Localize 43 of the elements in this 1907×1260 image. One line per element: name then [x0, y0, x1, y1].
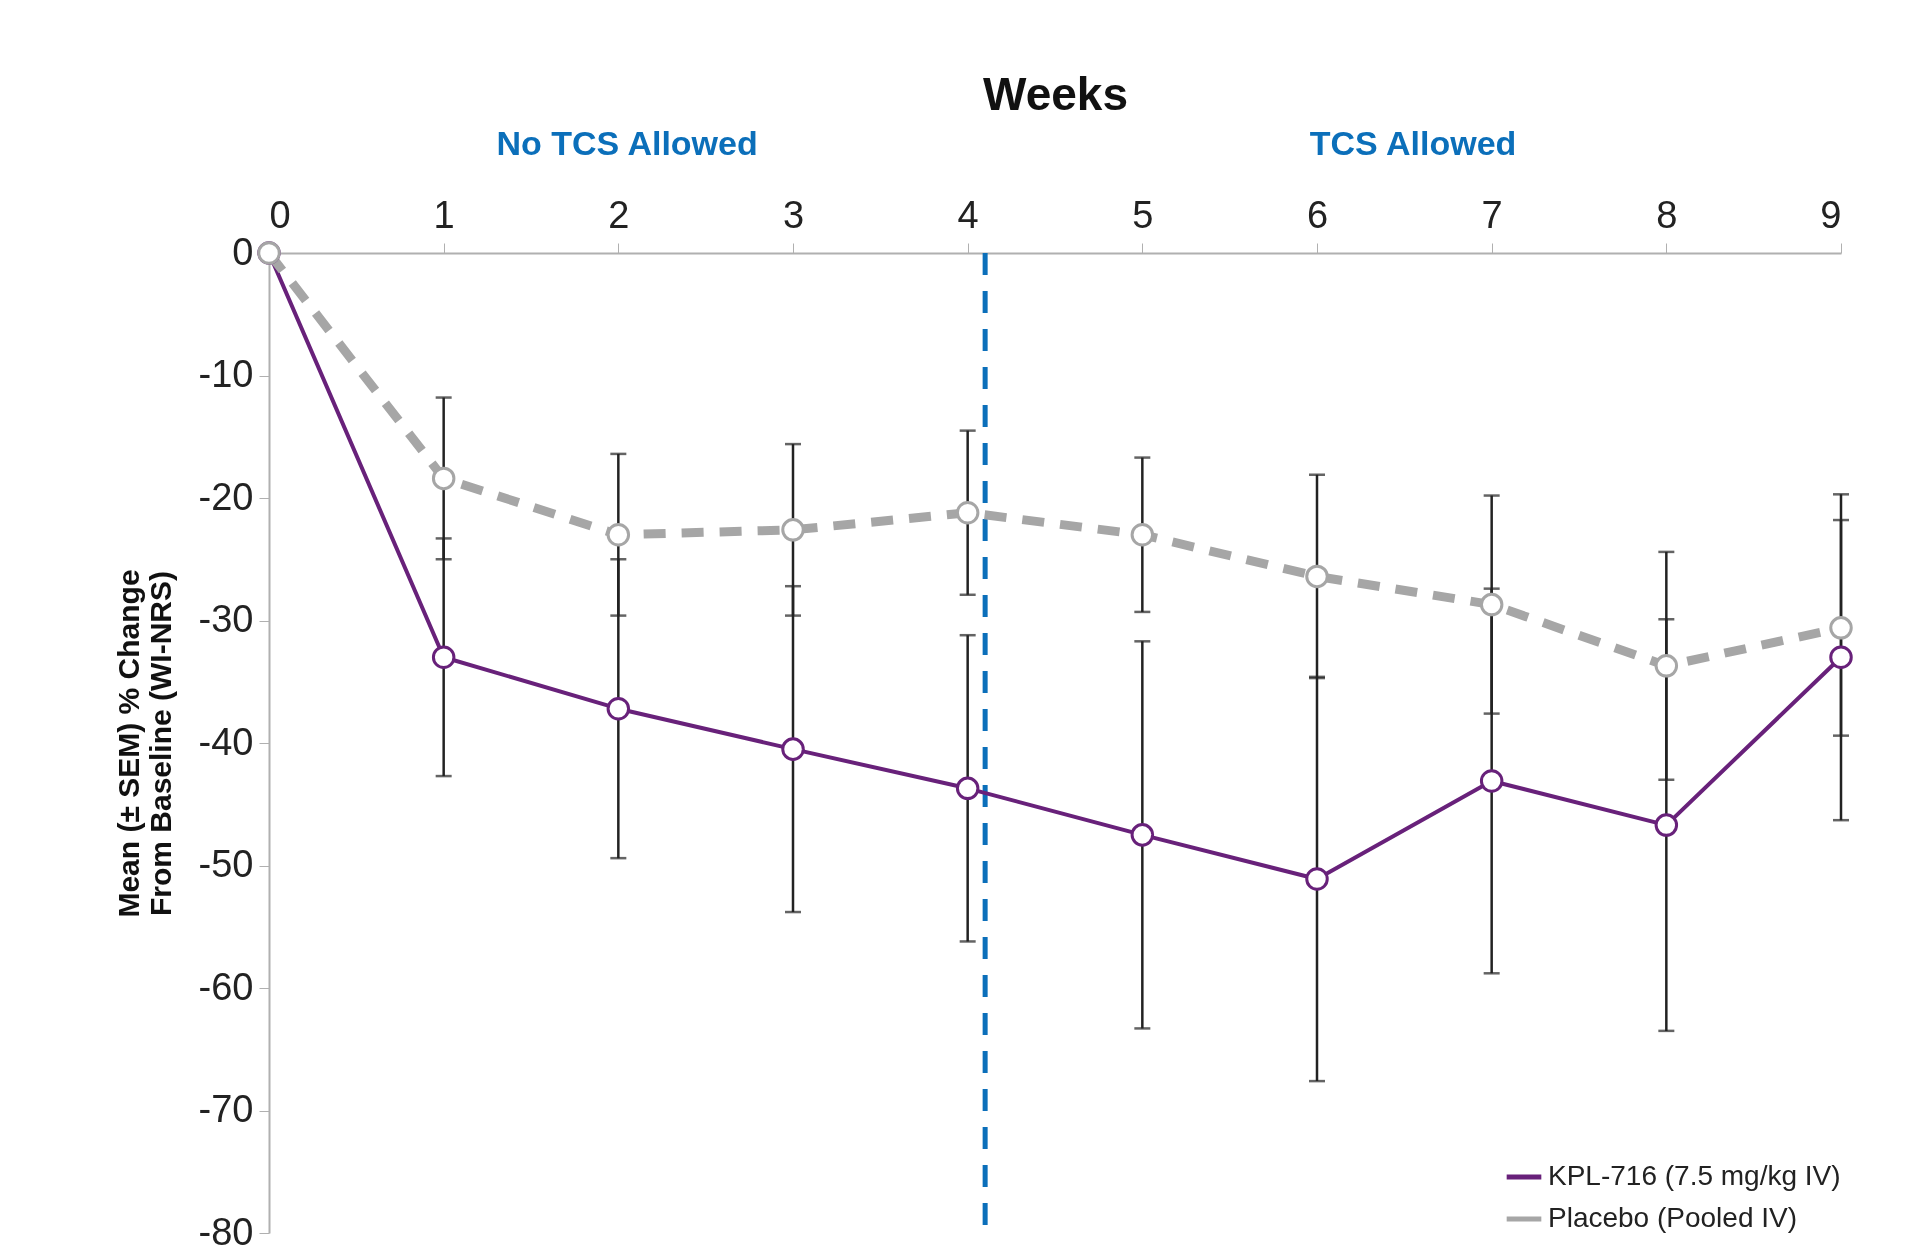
point [955, 776, 980, 801]
point [1479, 592, 1504, 617]
point [781, 518, 805, 542]
y-tick-label: -50 [198, 843, 254, 885]
x-tick-label: 1 [433, 193, 455, 236]
point [431, 466, 456, 491]
x-tick-label: 7 [1481, 193, 1503, 236]
x-tick-label: 0 [269, 193, 291, 236]
text: No TCS Allowed [496, 124, 758, 162]
y-tick-label: -30 [198, 598, 254, 640]
y-tick-label: -40 [198, 720, 254, 763]
x-tick-label: 5 [1132, 193, 1154, 236]
point [431, 645, 456, 669]
point [1305, 867, 1329, 891]
point [606, 523, 631, 547]
x-tick-label: 9 [1820, 193, 1842, 236]
point [781, 737, 805, 761]
point [606, 696, 631, 721]
y-axis-title: Mean (± SEM) % Change From Baseline (WI-NRS) [111, 569, 177, 918]
point [1654, 813, 1679, 837]
x-axis-title: Weeks [983, 67, 1128, 120]
y-tick-label: -60 [198, 965, 254, 1008]
y-tick-label: 0 [232, 230, 254, 273]
point [1479, 769, 1504, 793]
point [1305, 564, 1329, 589]
point [1130, 823, 1155, 847]
y-tick-label: -20 [198, 475, 254, 518]
point [1829, 645, 1853, 669]
y-tick-label: -10 [198, 353, 254, 395]
point [1654, 654, 1679, 678]
legend-label: Placebo (Pooled IV) [1548, 1202, 1798, 1233]
x-tick-label: 6 [1306, 193, 1329, 236]
x-tick-label: 3 [782, 193, 805, 236]
x-tick-label: 4 [957, 193, 979, 236]
x-tick-label: 2 [608, 193, 630, 236]
x-tick-label: 8 [1656, 193, 1678, 236]
legend-label: KPL-716 (7.5 mg/kg IV) [1548, 1160, 1841, 1191]
y-tick-label: -80 [198, 1210, 254, 1253]
point [1130, 523, 1155, 547]
point [1829, 616, 1853, 640]
y-tick-label: -70 [198, 1088, 254, 1130]
point [955, 500, 980, 525]
text: TCS Allowed [1309, 124, 1517, 162]
